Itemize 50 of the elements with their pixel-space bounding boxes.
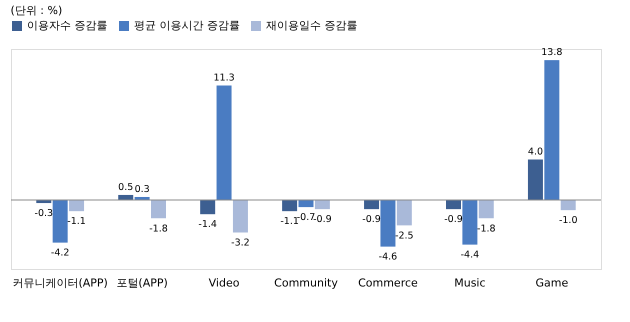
bar <box>216 86 232 200</box>
bar <box>364 200 380 210</box>
bar <box>478 200 494 218</box>
x-tick-label: Community <box>274 276 338 290</box>
x-tick-label: Game <box>535 276 568 290</box>
data-label: -2.5 <box>395 230 414 242</box>
data-label: -0.9 <box>444 214 463 226</box>
x-tick-label: Commerce <box>358 276 418 290</box>
bar <box>380 200 396 247</box>
data-label: 11.3 <box>213 72 235 84</box>
x-tick-label: Video <box>208 276 240 290</box>
legend-label: 재이용일수 증감률 <box>266 19 358 32</box>
bar <box>232 200 248 232</box>
data-label: 0.5 <box>118 182 134 193</box>
data-label: -4.2 <box>50 248 70 259</box>
data-label: 0.3 <box>134 184 150 195</box>
data-label: 4.0 <box>528 146 543 158</box>
bar <box>52 200 68 243</box>
data-label: -0.9 <box>313 214 332 226</box>
bar <box>69 200 84 212</box>
data-label: -0.9 <box>362 214 381 226</box>
data-label: -1.8 <box>477 223 496 234</box>
data-label: -4.6 <box>378 252 398 263</box>
data-label: -1.1 <box>280 216 299 228</box>
bar <box>446 200 461 210</box>
bar <box>396 200 412 226</box>
x-tick-label: Music <box>454 276 486 290</box>
legend-label: 평균 이용시간 증감률 <box>134 19 240 32</box>
bar <box>200 200 216 214</box>
legend-label: 이용자수 증감률 <box>27 19 108 32</box>
bar <box>528 159 543 200</box>
data-label: -0.7 <box>296 212 316 224</box>
data-label: -1.0 <box>558 215 578 226</box>
data-label: 13.8 <box>541 47 562 58</box>
bar <box>544 60 560 200</box>
data-label: -1.1 <box>67 216 86 228</box>
x-tick-label: 커뮤니케이터(APP) <box>12 276 108 290</box>
bar <box>560 200 576 210</box>
x-tick-label: 포털(APP) <box>116 276 168 290</box>
bar <box>314 200 330 210</box>
bar <box>282 200 298 212</box>
data-label: -1.8 <box>149 223 168 234</box>
data-label: -0.3 <box>34 208 54 220</box>
data-label: -4.4 <box>460 250 480 261</box>
data-label: -3.2 <box>231 237 250 248</box>
bar <box>298 200 314 208</box>
bar <box>151 200 166 218</box>
text: (단위 : %) <box>10 4 62 17</box>
bar <box>462 200 478 245</box>
data-label: -1.4 <box>198 219 217 230</box>
